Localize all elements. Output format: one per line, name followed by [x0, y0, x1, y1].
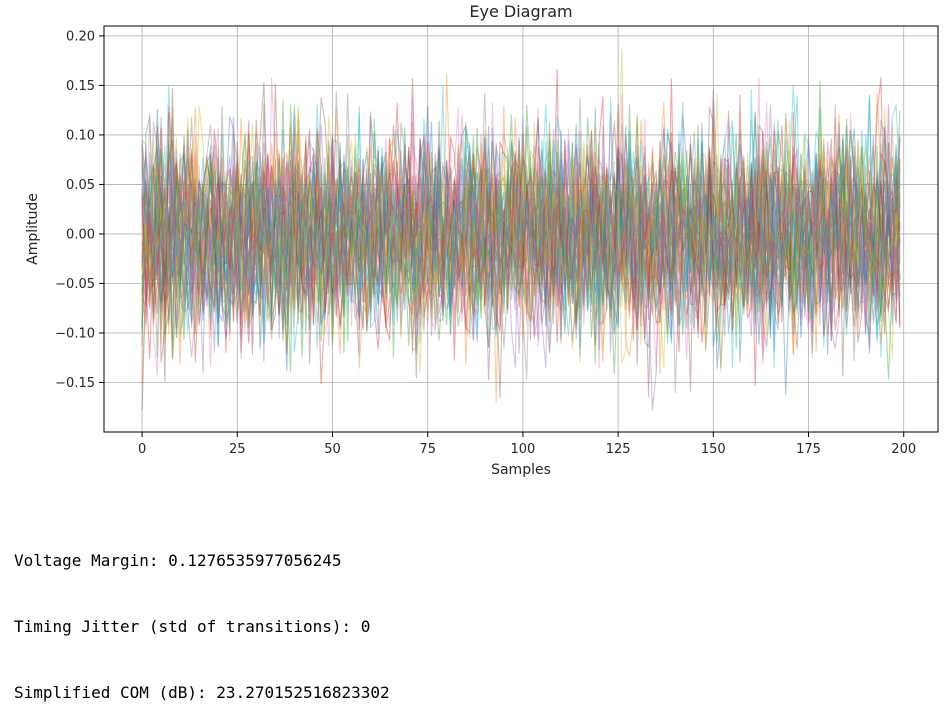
- chart-title: Eye Diagram: [469, 2, 572, 21]
- eye-trace: [141, 105, 901, 370]
- eye-trace: [141, 80, 901, 375]
- eye-trace: [141, 101, 901, 403]
- x-tick-label: 75: [419, 442, 436, 457]
- x-tick-label: 175: [796, 442, 821, 457]
- eye-trace: [141, 95, 901, 396]
- y-tick-label: 0.00: [66, 227, 95, 242]
- cell-output: Voltage Margin: 0.1276535977056245 Timin…: [14, 506, 390, 726]
- eye-trace: [141, 97, 901, 381]
- traces: [141, 48, 901, 411]
- timing-jitter-line: Timing Jitter (std of transitions): 0: [14, 617, 371, 636]
- eye-trace: [141, 96, 901, 376]
- eye-trace: [141, 111, 901, 380]
- eye-trace: [141, 103, 901, 335]
- ticks: 0 25 50 75 100 125 150 175 200 −0.15 −0.10 −0.05 0.0…: [55, 29, 916, 457]
- x-tick-label: 150: [701, 442, 726, 457]
- eye-trace: [141, 116, 901, 356]
- y-tick-label: 0.20: [66, 29, 95, 44]
- eye-trace: [141, 108, 901, 355]
- x-tick-label: 125: [606, 442, 631, 457]
- eye-trace: [141, 48, 901, 373]
- y-tick-label: −0.05: [55, 277, 95, 292]
- eye-trace: [141, 99, 901, 358]
- eye-trace: [141, 81, 901, 411]
- eye-trace: [141, 101, 901, 369]
- eye-trace: [141, 117, 901, 333]
- y-tick-label: 0.05: [66, 178, 95, 193]
- eye-trace: [141, 69, 901, 387]
- eye-trace: [141, 77, 901, 365]
- voltage-margin-line: Voltage Margin: 0.1276535977056245: [14, 551, 342, 570]
- eye-trace: [141, 113, 901, 358]
- eye-trace: [141, 118, 901, 368]
- grid: [104, 26, 938, 432]
- eye-trace: [141, 92, 901, 358]
- y-tick-label: −0.15: [55, 376, 95, 391]
- eye-trace: [141, 93, 901, 385]
- eye-trace: [141, 114, 901, 369]
- eye-trace: [141, 94, 901, 363]
- eye-trace: [141, 93, 901, 374]
- eye-trace: [141, 104, 901, 374]
- eye-trace: [141, 108, 901, 333]
- eye-diagram-chart: 0 25 50 75 100 125 150 175 200 −0.15 −0.10 −0.05 0.0…: [25, 2, 939, 478]
- eye-trace: [141, 115, 901, 399]
- eye-trace: [141, 106, 901, 394]
- eye-trace: [141, 90, 901, 354]
- x-tick-label: 25: [229, 442, 246, 457]
- eye-trace: [141, 108, 901, 364]
- eye-trace: [141, 99, 901, 411]
- plot-frame: [103, 25, 939, 433]
- y-tick-label: −0.10: [55, 326, 95, 341]
- y-tick-label: 0.15: [66, 79, 95, 94]
- y-axis-label: Amplitude: [25, 193, 41, 265]
- x-tick-label: 200: [891, 442, 916, 457]
- eye-trace: [141, 123, 901, 369]
- eye-trace: [141, 104, 901, 356]
- eye-trace: [141, 103, 901, 347]
- eye-trace: [141, 110, 901, 382]
- x-tick-label: 100: [510, 442, 535, 457]
- simplified-com-line: Simplified COM (dB): 23.270152516823302: [14, 683, 390, 702]
- x-tick-label: 50: [324, 442, 341, 457]
- y-tick-label: 0.10: [66, 128, 95, 143]
- eye-trace: [141, 84, 901, 351]
- eye-trace: [141, 106, 901, 358]
- eye-trace: [141, 102, 901, 353]
- x-axis-label: Samples: [491, 462, 551, 478]
- eye-trace: [141, 77, 901, 361]
- eye-trace: [141, 89, 901, 368]
- eye-trace: [141, 83, 901, 398]
- eye-trace: [141, 86, 901, 349]
- eye-trace: [141, 78, 901, 353]
- eye-trace: [142, 108, 901, 372]
- eye-trace: [141, 112, 901, 368]
- eye-trace: [141, 85, 901, 353]
- eye-trace: [141, 73, 901, 375]
- eye-trace: [141, 77, 901, 369]
- eye-trace: [141, 117, 901, 346]
- x-tick-label: 0: [138, 442, 146, 457]
- eye-trace: [141, 126, 901, 360]
